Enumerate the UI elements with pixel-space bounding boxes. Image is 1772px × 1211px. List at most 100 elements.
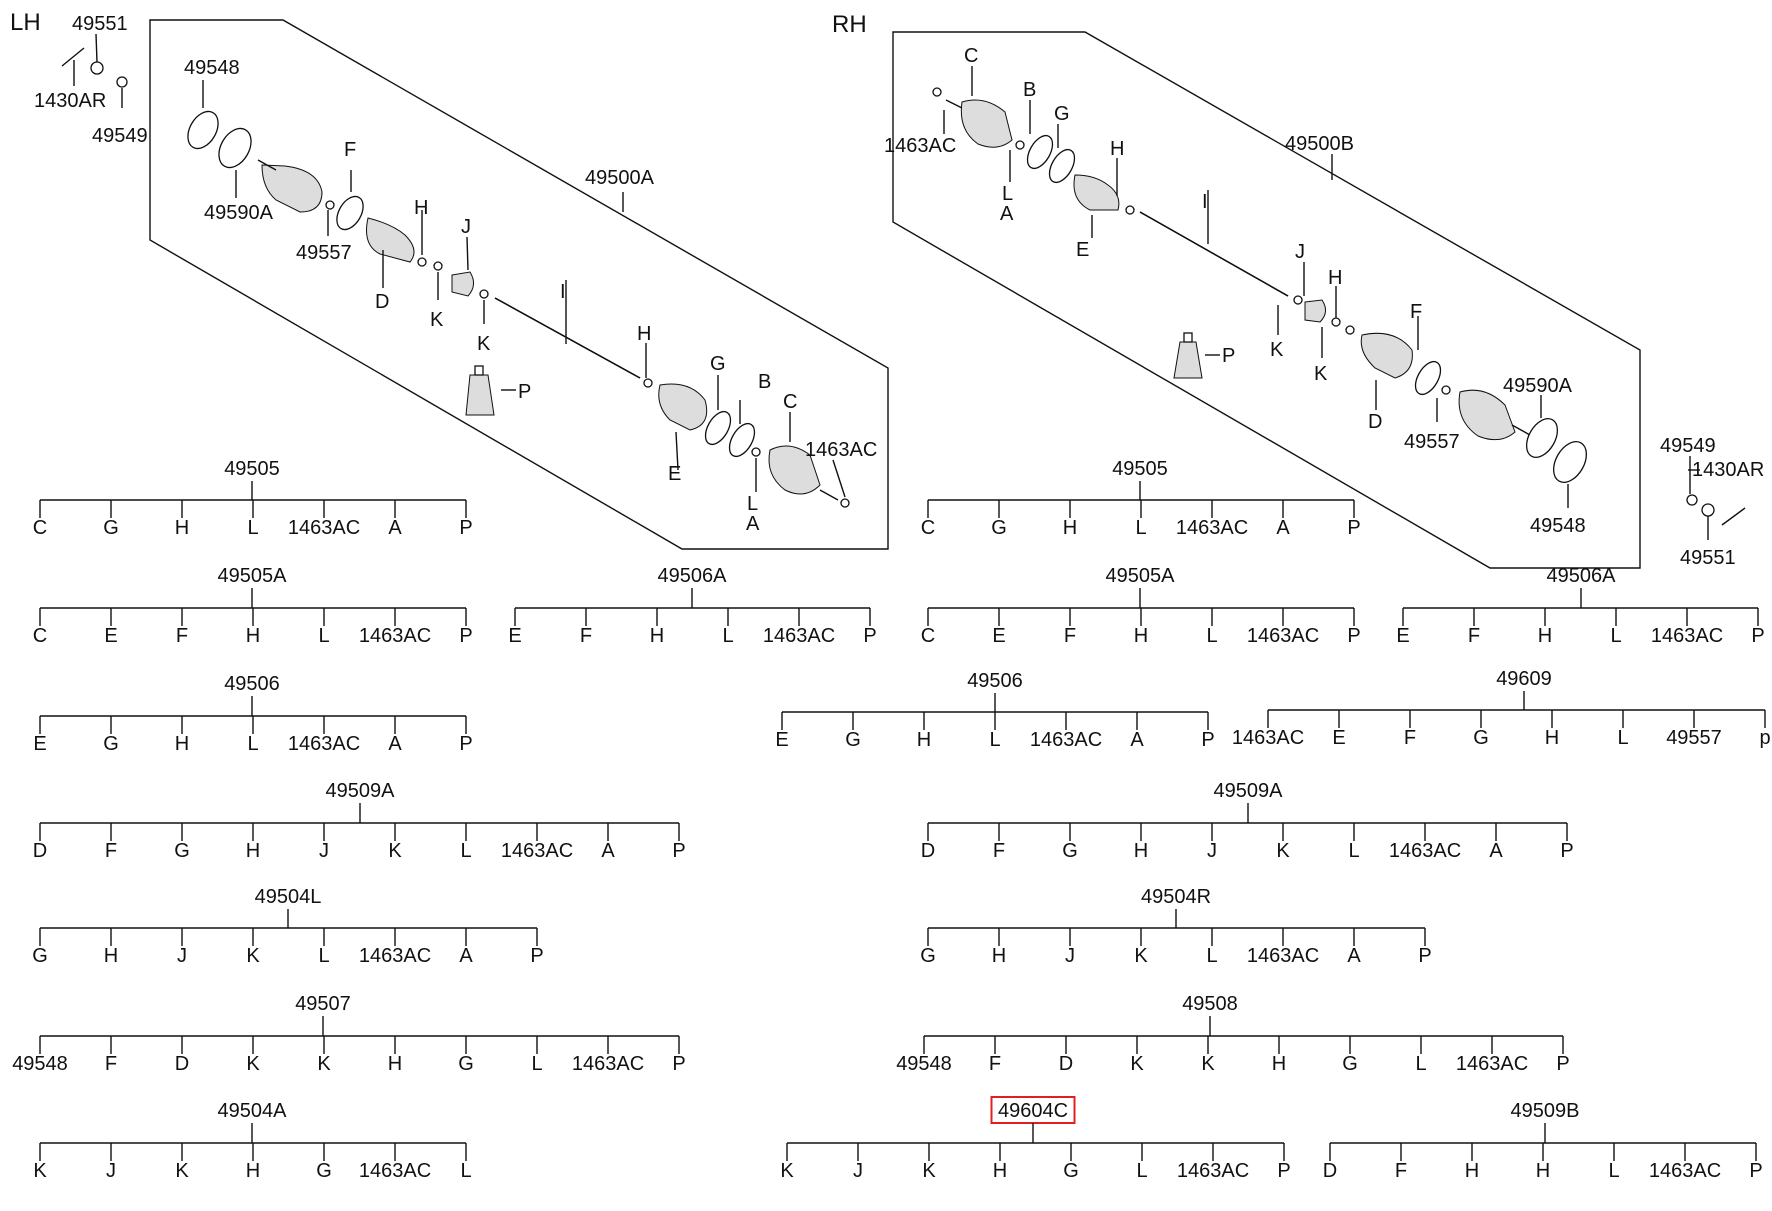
- kit-number-label: 49505A: [1106, 565, 1176, 587]
- kit-component-label: J: [319, 840, 329, 862]
- kit-component-label: E: [1396, 625, 1409, 647]
- kit-component-label: G: [1342, 1053, 1358, 1075]
- kit-tree: 49509B D F H H L 1463AC P: [1323, 1100, 1763, 1182]
- lh-outer-cv-joint: [261, 164, 323, 213]
- kit-component-label: H: [388, 1053, 402, 1075]
- kit-component-label: 1463AC: [359, 1160, 431, 1182]
- callout-label: K: [477, 333, 491, 355]
- kit-component-label: H: [1134, 625, 1148, 647]
- kit-component-label: P: [459, 625, 472, 647]
- kit-component-label: G: [174, 840, 190, 862]
- kit-component-label: H: [1465, 1160, 1479, 1182]
- kit-tree: 49507 49548 F D K K H G L 1463AC P: [12, 993, 685, 1075]
- kit-component-label: K: [317, 1053, 331, 1075]
- kit-component-label: P: [459, 733, 472, 755]
- callout-leaders: [73, 33, 1709, 540]
- kit-component-label: P: [863, 625, 876, 647]
- kit-component-label: 1463AC: [288, 733, 360, 755]
- kit-component-label: C: [33, 625, 47, 647]
- kit-component-label: H: [992, 945, 1006, 967]
- kit-number-label: 49509B: [1511, 1100, 1580, 1122]
- callout-label: E: [668, 463, 681, 485]
- kit-component-label: A: [388, 733, 402, 755]
- kit-component-label: L: [989, 729, 1000, 751]
- kit-component-label: J: [1207, 840, 1217, 862]
- kit-component-label: F: [1395, 1160, 1407, 1182]
- lh-inner-boot: [658, 383, 708, 431]
- kit-component-label: D: [175, 1053, 189, 1075]
- callout-label: 49590A: [204, 202, 274, 224]
- kit-component-label: 1463AC: [1649, 1160, 1721, 1182]
- kit-component-label: F: [1064, 625, 1076, 647]
- rh-outer-boot: [1360, 332, 1413, 379]
- kit-tree: 49504R G H J K L 1463AC A P: [920, 886, 1431, 967]
- kit-component-label: L: [318, 945, 329, 967]
- lh-assembly-frame: [149, 19, 889, 550]
- kit-number-label: 49604C: [998, 1100, 1068, 1122]
- kit-component-label: P: [1556, 1053, 1569, 1075]
- kit-component-label: 1463AC: [1651, 625, 1723, 647]
- kit-number-label: 49504A: [218, 1100, 288, 1122]
- kit-tree: 49509A D F G H J K L 1463AC A P: [921, 780, 1574, 862]
- kit-component-label: P: [1347, 517, 1360, 539]
- kit-component-label: 1463AC: [501, 840, 573, 862]
- kit-number-label: 49509A: [326, 780, 396, 802]
- kit-tree: 49504L G H J K L 1463AC A P: [32, 886, 543, 967]
- kit-component-label: K: [175, 1160, 189, 1182]
- kit-component-label: p: [1759, 727, 1770, 749]
- kit-number-label: 49505: [224, 458, 280, 480]
- kit-component-label: P: [1347, 625, 1360, 647]
- lh-abs-ring-49548: [187, 110, 219, 150]
- callout-label: 49557: [1404, 431, 1460, 453]
- kit-tree: 49505 C G H L 1463AC A P: [33, 458, 473, 539]
- lh-inner-cv-joint: [768, 445, 821, 495]
- kit-component-label: G: [1473, 727, 1489, 749]
- kit-component-label: P: [1201, 729, 1214, 751]
- kit-tree: 49506 E G H L 1463AC A P: [33, 673, 472, 755]
- callout-label: B: [1023, 79, 1036, 101]
- kit-tree: 49505A C E F H L 1463AC P: [33, 565, 473, 647]
- rh-axle-assembly: [892, 31, 1746, 569]
- callout-label: 49548: [1530, 515, 1586, 537]
- kit-component-label: L: [460, 1160, 471, 1182]
- callout-label: E: [1076, 239, 1089, 261]
- kit-component-label: A: [1489, 840, 1503, 862]
- callout-label: F: [344, 139, 356, 161]
- kit-component-label: 1463AC: [1176, 517, 1248, 539]
- kit-component-label: D: [1059, 1053, 1073, 1075]
- kit-number-label: 49506A: [1547, 565, 1617, 587]
- callout-label: H: [414, 197, 428, 219]
- kit-component-label: 1463AC: [763, 625, 835, 647]
- kit-component-label: K: [1201, 1053, 1215, 1075]
- kit-component-label: D: [1323, 1160, 1337, 1182]
- kit-component-label: E: [992, 625, 1005, 647]
- kit-component-label: H: [1538, 625, 1552, 647]
- kit-number-label: 49609: [1496, 668, 1552, 690]
- kit-component-label: L: [1348, 840, 1359, 862]
- kit-component-label: H: [993, 1160, 1007, 1182]
- kit-tree: 49506A E F H L 1463AC P: [1396, 565, 1764, 647]
- kit-component-label: P: [459, 517, 472, 539]
- rh-inner-boot: [1073, 174, 1120, 211]
- kit-component-label: 1463AC: [359, 625, 431, 647]
- kit-component-label: P: [530, 945, 543, 967]
- kit-component-label: A: [601, 840, 615, 862]
- kit-component-label: E: [1332, 727, 1345, 749]
- callout-label: P: [518, 381, 531, 403]
- kit-component-label: L: [1415, 1053, 1426, 1075]
- kit-component-label: 1463AC: [1177, 1160, 1249, 1182]
- lh-callouts: 49551 1430AR 49549 49548 49590A 49557 F …: [34, 13, 877, 535]
- kit-component-label: 1463AC: [1232, 727, 1304, 749]
- kit-component-label: L: [1135, 517, 1146, 539]
- callout-label: I: [560, 281, 566, 303]
- rh-grease-tube: [1173, 341, 1203, 379]
- kit-component-label: H: [1134, 840, 1148, 862]
- kit-component-label: L: [1206, 625, 1217, 647]
- lh-outer-boot: [366, 217, 415, 263]
- kit-component-label: H: [1272, 1053, 1286, 1075]
- callout-label: 49551: [72, 13, 128, 35]
- kit-component-label: K: [246, 1053, 260, 1075]
- callout-label: L: [747, 493, 758, 515]
- callout-label: 1430AR: [34, 90, 106, 112]
